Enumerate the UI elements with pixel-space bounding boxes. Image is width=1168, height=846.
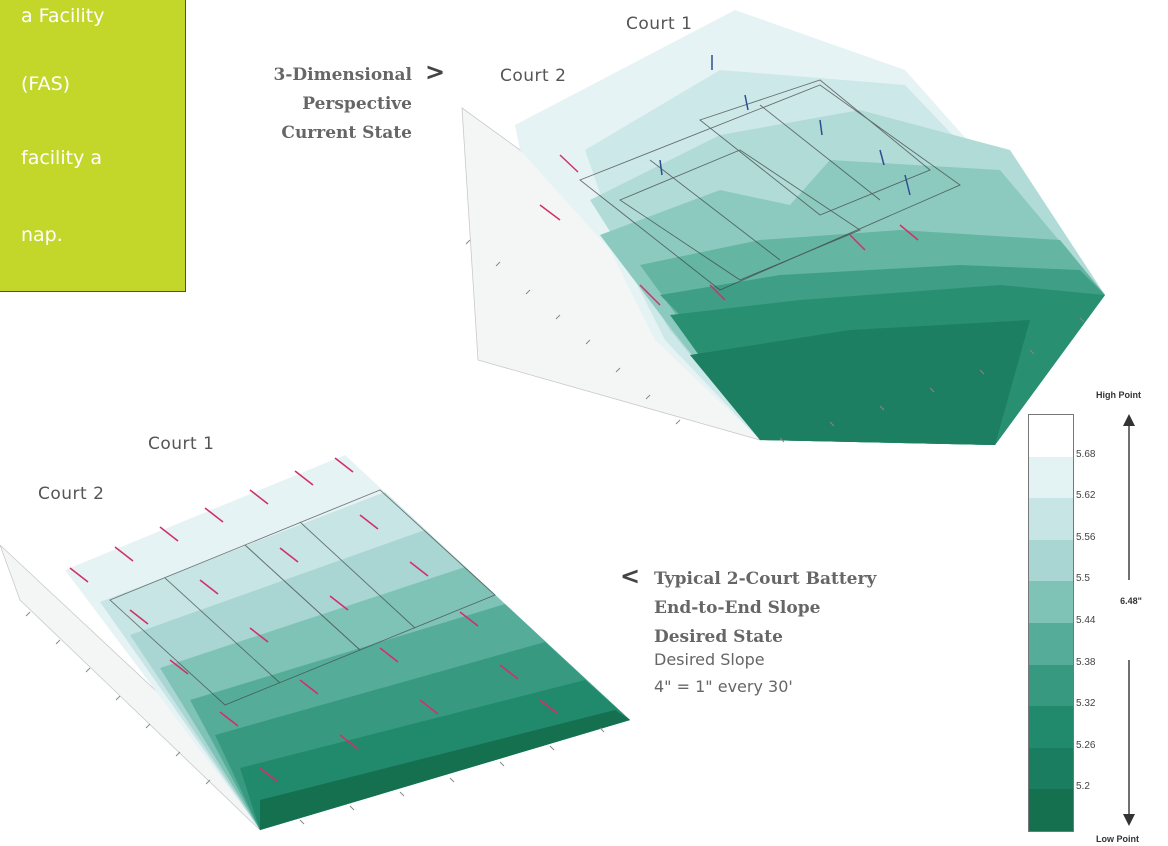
top-caption-marker: >	[425, 58, 446, 86]
bottom-caption-marker: <	[620, 562, 641, 590]
legend-band-8	[1029, 706, 1073, 748]
callout-line-3: facility a	[21, 147, 102, 169]
info-callout-box: a Facility (FAS) facility a nap.	[0, 0, 186, 292]
bottom-band-8	[260, 710, 630, 830]
top-plot-caption: 3-Dimensional Perspective Current State	[200, 61, 412, 148]
top-court-1-label: Court 1	[626, 14, 693, 34]
legend-color-bar	[1028, 414, 1074, 832]
legend-band-5	[1029, 581, 1073, 623]
legend-value-9: 5.2	[1076, 781, 1090, 793]
legend-band-3	[1029, 498, 1073, 540]
legend-value-3: 5.56	[1076, 531, 1096, 543]
bottom-caption-line-1: Typical 2-Court Battery	[654, 569, 877, 589]
elevation-legend: High Point 5.68 5.62 5.56 5.5 5.44 5.38 5.32 5.…	[1018, 390, 1168, 846]
legend-value-8: 5.26	[1076, 739, 1096, 751]
legend-high-label: High Point	[1096, 390, 1141, 400]
legend-value-7: 5.32	[1076, 698, 1096, 710]
top-band-8	[690, 320, 1030, 445]
slope-note-title: Desired Slope	[654, 650, 765, 669]
legend-low-label: Low Point	[1096, 834, 1139, 844]
desired-slope-note: Desired Slope 4" = 1" every 30'	[654, 646, 914, 700]
bottom-flow-arrows	[69, 457, 559, 783]
legend-range-arrow-icon	[1123, 414, 1135, 826]
legend-band-1	[1029, 415, 1073, 457]
legend-value-1: 5.68	[1076, 448, 1096, 460]
top-caption-line-2: Perspective	[302, 94, 412, 114]
bottom-caption-line-3: Desired State	[654, 627, 783, 647]
callout-line-1: a Facility	[21, 5, 105, 27]
legend-band-10	[1029, 789, 1073, 831]
legend-value-labels: 5.68 5.62 5.56 5.5 5.44 5.38 5.32 5.26 5.2	[1076, 414, 1116, 830]
bottom-court-2-label: Court 2	[38, 484, 105, 504]
slope-note-value: 4" = 1" every 30'	[654, 677, 793, 696]
top-axis-ticks	[465, 239, 1085, 443]
legend-band-7	[1029, 664, 1073, 707]
callout-line-2: (FAS)	[21, 73, 71, 95]
top-court-outlines	[579, 79, 961, 291]
bottom-court-1-label: Court 1	[148, 434, 215, 454]
callout-line-4: nap.	[21, 224, 63, 246]
top-caption-line-1: 3-Dimensional	[273, 65, 412, 85]
legend-value-4: 5.5	[1076, 573, 1090, 585]
legend-value-5: 5.44	[1076, 615, 1096, 626]
top-caption-line-3: Current State	[281, 123, 412, 143]
legend-band-9	[1029, 747, 1073, 790]
bottom-axis-ticks	[25, 611, 605, 825]
legend-range-label: 6.48"	[1120, 596, 1142, 606]
legend-band-4	[1029, 539, 1073, 582]
bottom-plot-caption: Typical 2-Court Battery End-to-End Slope…	[654, 565, 974, 652]
legend-value-6: 5.38	[1076, 656, 1096, 668]
top-court-2-label: Court 2	[500, 66, 567, 86]
legend-value-2: 5.62	[1076, 490, 1096, 502]
legend-band-2	[1029, 456, 1073, 499]
legend-band-6	[1029, 622, 1073, 665]
bottom-caption-line-2: End-to-End Slope	[654, 598, 821, 618]
top-flow-arrows	[539, 55, 919, 306]
bottom-court-outlines	[109, 489, 496, 706]
